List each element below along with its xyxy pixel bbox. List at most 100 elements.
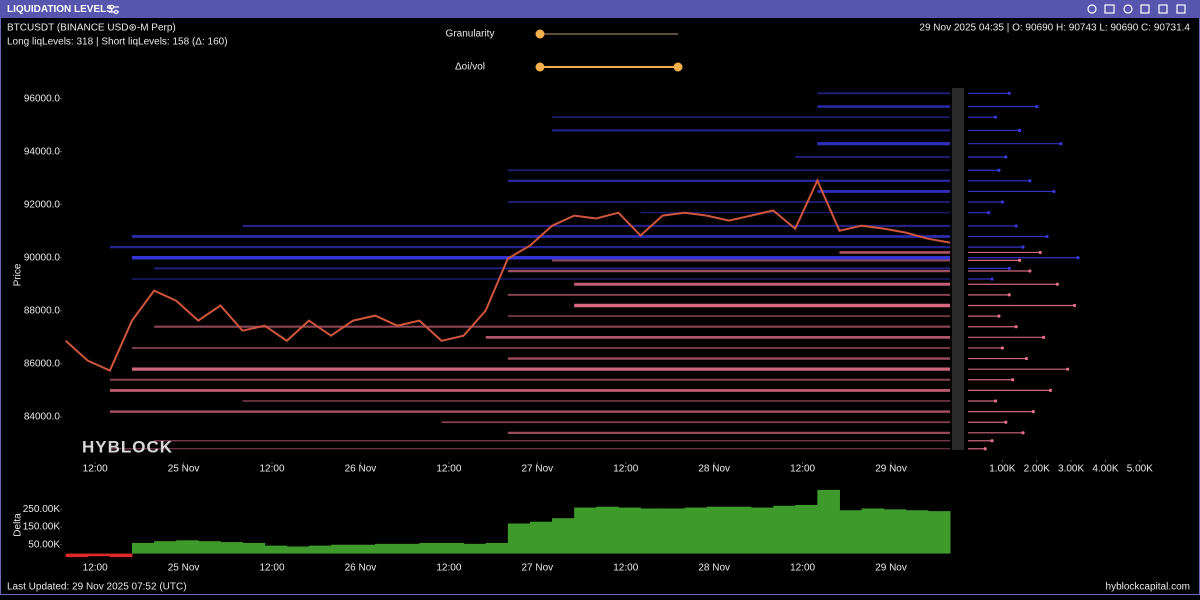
delta-bar — [861, 508, 885, 554]
liquidation-levels — [109, 91, 1080, 451]
delta-bar — [927, 511, 951, 554]
liq-size-dot — [1038, 250, 1042, 255]
granularity-label: Granularity — [446, 29, 495, 40]
oi-vol-knob-high[interactable] — [673, 62, 683, 72]
liq-size-dot — [1045, 234, 1049, 239]
liq-size-dot — [1021, 245, 1025, 249]
liq-size-dot — [1014, 224, 1018, 228]
liq-size-dot — [993, 399, 998, 403]
price-layer — [65, 178, 951, 372]
delta-x-tick-label: 12:00 — [436, 563, 461, 574]
delta-bar — [65, 553, 89, 558]
delta-x-tick-label: 28 Nov — [698, 563, 730, 574]
delta-bar — [353, 544, 376, 554]
delta-bar — [198, 541, 221, 554]
delta-bar — [220, 542, 244, 554]
delta-bar — [485, 542, 509, 554]
delta-tick-label: 150.00K — [23, 522, 61, 533]
close-button[interactable] — [1176, 4, 1186, 14]
camera-button[interactable] — [1104, 4, 1115, 14]
delta-bar — [176, 540, 199, 554]
gear-button[interactable] — [1123, 4, 1133, 14]
y-tick-label: 92000.0 — [24, 199, 61, 210]
delta-bar — [728, 506, 752, 554]
panel-divider — [952, 88, 964, 450]
watermark: HYBLOCK — [82, 437, 173, 456]
symbol-text: BTCUSDT (BINANCE USD⊛-M Perp) — [7, 23, 176, 34]
y-tick-label: 86000.0 — [24, 358, 61, 369]
header-title: LIQUIDATION LEVELS — [7, 4, 113, 15]
ohlc-text: 29 Nov 2025 04:35 | O: 90690 H: 90743 L:… — [919, 23, 1190, 34]
delta-bar — [397, 543, 420, 554]
delta-bar — [529, 521, 553, 554]
delta-x-tick-label: 27 Nov — [521, 563, 553, 574]
side-tick-label: 4.00K — [1092, 464, 1118, 475]
liq-size-dot — [1017, 128, 1022, 133]
price-line — [65, 178, 951, 372]
delta-bar — [751, 507, 774, 554]
delta-bar — [596, 506, 619, 554]
x-tick-label: 28 Nov — [698, 464, 730, 475]
delta-bar — [905, 510, 929, 554]
side-tick-label: 1.00K — [989, 464, 1015, 475]
y-tick-label: 84000.0 — [24, 412, 61, 423]
delta-x-tick-label: 12:00 — [83, 563, 108, 574]
liq-size-dot — [990, 277, 994, 281]
liq-size-dot — [1035, 104, 1039, 109]
granularity-knob[interactable] — [535, 29, 545, 39]
settings-icon[interactable] — [109, 4, 119, 15]
delta-bar — [507, 523, 531, 554]
liq-size-dot — [1028, 269, 1032, 273]
delta-bar — [706, 506, 730, 554]
liq-size-dot — [1024, 356, 1029, 361]
delta-x-tick-label: 29 Nov — [875, 563, 907, 574]
delta-x-tick-label: 12:00 — [260, 563, 285, 574]
x-tick-label: 12:00 — [83, 464, 108, 475]
delta-tick-label: 50.00K — [28, 539, 60, 550]
liq-size-dot — [1000, 346, 1004, 350]
delta-bar — [618, 507, 641, 554]
delta-bar — [286, 546, 310, 554]
expand-button[interactable] — [1158, 4, 1168, 14]
side-tick-label: 5.00K — [1127, 464, 1153, 475]
liq-size-dot — [1014, 325, 1018, 329]
delta-x-tick-label: 25 Nov — [168, 563, 200, 574]
x-tick-label: 27 Nov — [521, 464, 553, 475]
liq-size-dot — [987, 211, 991, 215]
liq-size-dot — [1059, 142, 1063, 146]
liq-size-dot — [1048, 388, 1053, 392]
x-tick-label: 12:00 — [613, 464, 638, 475]
oi-vol-knob-low[interactable] — [535, 62, 545, 72]
window-icons — [1087, 4, 1186, 14]
liq-size-dot — [1011, 378, 1015, 382]
delta-bar — [463, 543, 487, 554]
y-tick-label: 90000.0 — [24, 252, 61, 263]
delta-x-tick-label: 12:00 — [613, 563, 638, 574]
delta-bar — [684, 507, 708, 554]
liq-size-dot — [1004, 155, 1008, 159]
delta-bar — [419, 542, 443, 554]
liq-size-dot — [983, 447, 987, 451]
delta-x-tick-label: 26 Nov — [345, 563, 377, 574]
liq-size-dot — [997, 168, 1001, 172]
delta-bar — [109, 553, 133, 558]
save-button[interactable] — [1140, 4, 1150, 14]
delta-bar — [154, 541, 177, 554]
refresh-button[interactable] — [1087, 4, 1097, 14]
delta-bar — [640, 508, 664, 554]
delta-axis-label: Delta — [13, 513, 24, 537]
delta-bar — [264, 545, 288, 554]
delta-bar — [773, 505, 796, 554]
delta-bar — [375, 543, 398, 554]
side-tick-label: 2.00K — [1024, 464, 1050, 475]
site-link[interactable]: hyblockcapital.com — [1106, 582, 1190, 593]
liq-size-dot — [1055, 282, 1059, 286]
side-tick-label: 3.00K — [1058, 464, 1084, 475]
liq-size-dot — [1007, 293, 1011, 297]
delta-bar — [330, 544, 354, 554]
liq-size-dot — [1042, 335, 1046, 339]
liq-size-dot — [1076, 256, 1080, 260]
liq-size-dot — [1028, 179, 1032, 183]
y-tick-label: 96000.0 — [24, 93, 61, 104]
